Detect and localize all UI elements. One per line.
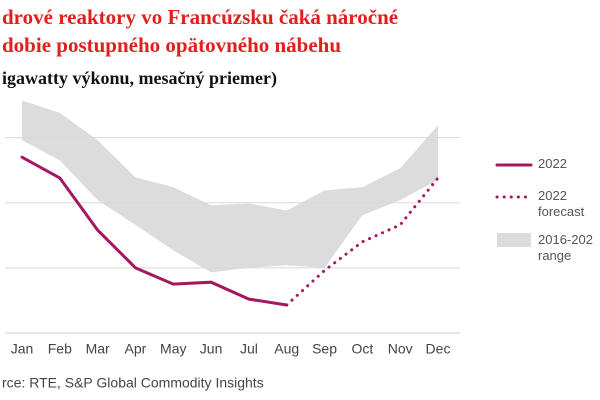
series-line [20, 155, 289, 307]
x-tick-label: Dec [426, 341, 451, 357]
chart-title: dobie postupného opätovného nábehu [2, 33, 341, 57]
x-tick-label: Nov [388, 341, 413, 357]
x-tick-label: Sep [312, 341, 337, 357]
x-tick-label: Mar [86, 341, 110, 357]
chart-title: drové reaktory vo Francúzsku čaká náročn… [2, 5, 398, 29]
legend-label: 2022 forecast [538, 188, 585, 219]
x-tick-label: Oct [351, 341, 373, 357]
x-tick-label: Feb [48, 341, 72, 357]
x-tick-label: May [160, 341, 186, 357]
source: rce: RTE, S&P Global Commodity Insights [2, 375, 264, 391]
series-line [285, 176, 440, 307]
x-tick-label: Aug [274, 341, 299, 357]
legend-label: 2022 [538, 156, 567, 171]
x-tick-label: Apr [125, 341, 147, 357]
legend-label: 2016-202 range [538, 232, 593, 263]
legend-swatch [497, 233, 531, 247]
chart-subtitle: igawatty výkonu, mesačný priemer) [2, 68, 277, 89]
x-tick-label: Jul [240, 341, 258, 357]
x-tick-label: Jan [11, 341, 34, 357]
range-band [22, 100, 438, 273]
x-tick-label: Jun [200, 341, 223, 357]
